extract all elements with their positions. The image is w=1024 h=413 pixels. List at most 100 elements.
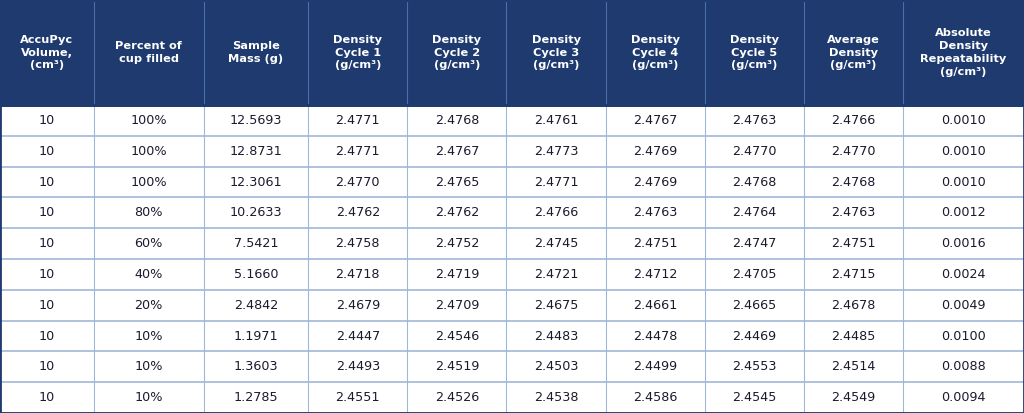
Text: 2.4773: 2.4773 <box>534 145 579 158</box>
Text: 2.4718: 2.4718 <box>336 268 380 281</box>
Text: 2.4546: 2.4546 <box>435 330 479 342</box>
Text: Density
Cycle 1
(g/cm³): Density Cycle 1 (g/cm³) <box>334 35 382 70</box>
Text: 2.4768: 2.4768 <box>435 114 479 127</box>
Text: Density
Cycle 2
(g/cm³): Density Cycle 2 (g/cm³) <box>432 35 481 70</box>
Text: 10: 10 <box>39 237 55 250</box>
Text: 2.4765: 2.4765 <box>435 176 479 188</box>
Bar <box>0 382 1024 413</box>
Text: 10: 10 <box>39 145 55 158</box>
Text: 2.4483: 2.4483 <box>534 330 579 342</box>
Bar <box>0 105 1024 136</box>
Bar <box>0 0 1024 105</box>
Text: 2.4766: 2.4766 <box>831 114 876 127</box>
Text: 2.4503: 2.4503 <box>534 360 579 373</box>
Text: 2.4549: 2.4549 <box>831 391 876 404</box>
Text: 2.4705: 2.4705 <box>732 268 776 281</box>
Text: AccuPyc
Volume,
(cm³): AccuPyc Volume, (cm³) <box>20 35 74 70</box>
Text: 2.4771: 2.4771 <box>336 145 380 158</box>
Bar <box>0 136 1024 166</box>
Text: 2.4770: 2.4770 <box>336 176 380 188</box>
Text: 2.4447: 2.4447 <box>336 330 380 342</box>
Text: 7.5421: 7.5421 <box>233 237 279 250</box>
Text: 2.4661: 2.4661 <box>633 299 677 312</box>
Text: 2.4514: 2.4514 <box>831 360 876 373</box>
Text: 0.0010: 0.0010 <box>941 145 986 158</box>
Text: 2.4545: 2.4545 <box>732 391 776 404</box>
Text: 2.4771: 2.4771 <box>336 114 380 127</box>
Text: 0.0012: 0.0012 <box>941 206 986 219</box>
Text: Density
Cycle 5
(g/cm³): Density Cycle 5 (g/cm³) <box>730 35 778 70</box>
Text: 0.0049: 0.0049 <box>941 299 986 312</box>
Text: 10: 10 <box>39 330 55 342</box>
Text: Average
Density
(g/cm³): Average Density (g/cm³) <box>827 35 880 70</box>
Text: 2.4538: 2.4538 <box>534 391 579 404</box>
Text: 2.4678: 2.4678 <box>831 299 876 312</box>
Text: 2.4751: 2.4751 <box>633 237 678 250</box>
Text: 5.1660: 5.1660 <box>233 268 279 281</box>
Text: 100%: 100% <box>130 114 167 127</box>
Text: 10.2633: 10.2633 <box>229 206 283 219</box>
Text: Density
Cycle 4
(g/cm³): Density Cycle 4 (g/cm³) <box>631 35 680 70</box>
Text: 2.4721: 2.4721 <box>534 268 579 281</box>
Bar <box>0 320 1024 351</box>
Bar <box>0 259 1024 290</box>
Text: 2.4768: 2.4768 <box>831 176 876 188</box>
Text: 2.4751: 2.4751 <box>831 237 876 250</box>
Text: 2.4767: 2.4767 <box>633 114 677 127</box>
Text: 10%: 10% <box>134 391 163 404</box>
Text: 2.4762: 2.4762 <box>336 206 380 219</box>
Bar <box>0 228 1024 259</box>
Text: 0.0100: 0.0100 <box>941 330 986 342</box>
Text: 2.4719: 2.4719 <box>435 268 479 281</box>
Text: 2.4485: 2.4485 <box>831 330 876 342</box>
Text: 2.4675: 2.4675 <box>534 299 579 312</box>
Bar <box>0 105 1024 413</box>
Text: 2.4709: 2.4709 <box>435 299 479 312</box>
Text: 2.4769: 2.4769 <box>633 145 677 158</box>
Text: 2.4767: 2.4767 <box>435 145 479 158</box>
Text: 2.4768: 2.4768 <box>732 176 776 188</box>
Bar <box>0 351 1024 382</box>
Text: 10%: 10% <box>134 330 163 342</box>
Text: 2.4551: 2.4551 <box>336 391 380 404</box>
Text: 2.4665: 2.4665 <box>732 299 776 312</box>
Text: 2.4762: 2.4762 <box>435 206 479 219</box>
Text: 2.4745: 2.4745 <box>534 237 579 250</box>
Text: 2.4493: 2.4493 <box>336 360 380 373</box>
Bar <box>0 290 1024 320</box>
Text: 20%: 20% <box>134 299 163 312</box>
Text: 2.4712: 2.4712 <box>633 268 677 281</box>
Text: 1.2785: 1.2785 <box>233 391 279 404</box>
Text: 10: 10 <box>39 176 55 188</box>
Text: Density
Cycle 3
(g/cm³): Density Cycle 3 (g/cm³) <box>531 35 581 70</box>
Text: 2.4763: 2.4763 <box>831 206 876 219</box>
Text: 2.4771: 2.4771 <box>534 176 579 188</box>
Text: 2.4715: 2.4715 <box>831 268 876 281</box>
Text: 2.4769: 2.4769 <box>633 176 677 188</box>
Text: 0.0010: 0.0010 <box>941 114 986 127</box>
Bar <box>0 0 1024 105</box>
Text: 2.4764: 2.4764 <box>732 206 776 219</box>
Bar <box>0 166 1024 197</box>
Bar <box>0 197 1024 228</box>
Text: 2.4469: 2.4469 <box>732 330 776 342</box>
Text: 0.0088: 0.0088 <box>941 360 986 373</box>
Text: 1.1971: 1.1971 <box>233 330 279 342</box>
Text: 12.5693: 12.5693 <box>229 114 283 127</box>
Text: 2.4679: 2.4679 <box>336 299 380 312</box>
Text: 2.4761: 2.4761 <box>534 114 579 127</box>
Text: 0.0024: 0.0024 <box>941 268 986 281</box>
Text: 100%: 100% <box>130 176 167 188</box>
Text: 2.4499: 2.4499 <box>633 360 677 373</box>
Text: 0.0016: 0.0016 <box>941 237 986 250</box>
Text: 0.0010: 0.0010 <box>941 176 986 188</box>
Text: 2.4478: 2.4478 <box>633 330 677 342</box>
Text: 2.4553: 2.4553 <box>732 360 776 373</box>
Text: Percent of
cup filled: Percent of cup filled <box>116 41 182 64</box>
Text: 2.4752: 2.4752 <box>435 237 479 250</box>
Text: 2.4758: 2.4758 <box>336 237 380 250</box>
Text: 10%: 10% <box>134 360 163 373</box>
Text: 80%: 80% <box>134 206 163 219</box>
Text: 10: 10 <box>39 268 55 281</box>
Text: 2.4586: 2.4586 <box>633 391 677 404</box>
